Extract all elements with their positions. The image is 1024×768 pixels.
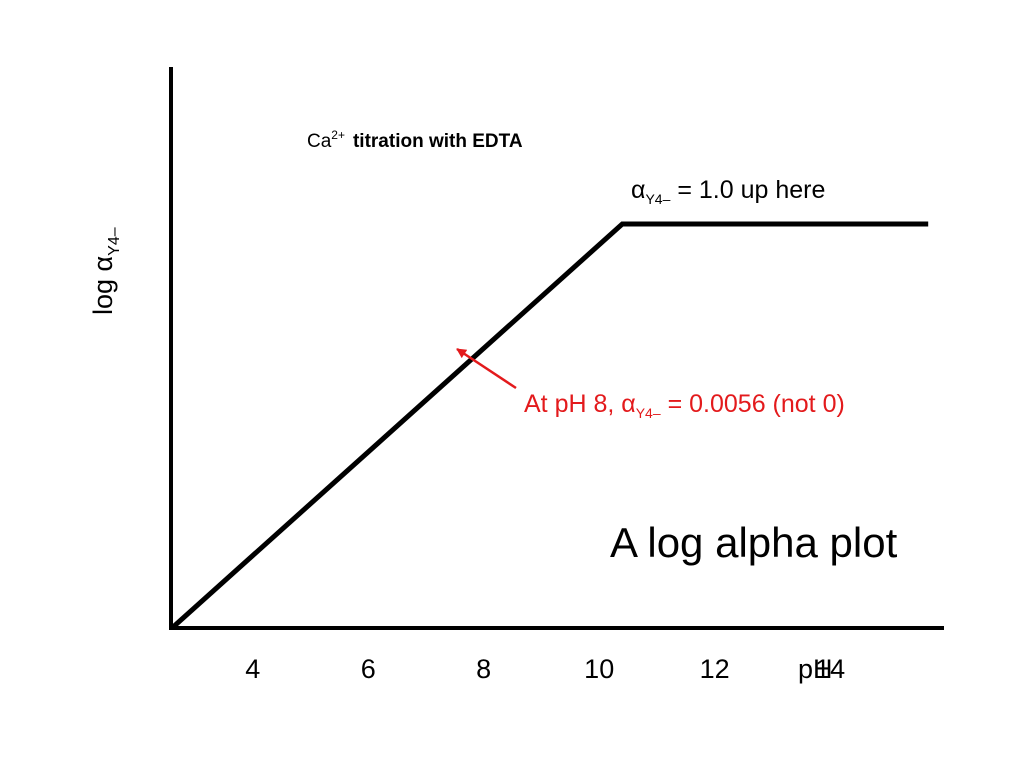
y-axis-label: log αY4– — [88, 227, 123, 315]
ph8-annotation-rest: = 0.0056 (not 0) — [661, 390, 845, 418]
ph8-annotation: At pH 8, αY4– = 0.0056 (not 0) — [524, 390, 845, 421]
chart-title: A log alpha plot — [610, 519, 898, 566]
y-axis-label-sub: Y4– — [106, 227, 123, 256]
x-tick-label-8: 8 — [476, 654, 491, 684]
subtitle-charge: 2+ — [331, 128, 345, 142]
chart-subtitle: Ca2+ titration with EDTA — [307, 128, 523, 152]
ph8-annotation-main: At pH 8, α — [524, 390, 636, 418]
x-axis-label: pH — [798, 654, 833, 684]
y-axis-label-main: log α — [88, 256, 118, 315]
x-tick-label-14: 14 — [815, 654, 845, 684]
plateau-annotation-rest: = 1.0 up here — [670, 176, 825, 204]
x-tick-labels: 4 6 8 10 12 14 — [245, 654, 845, 684]
x-tick-label-12: 12 — [700, 654, 730, 684]
plateau-annotation: αY4– = 1.0 up here — [631, 176, 825, 207]
x-tick-label-6: 6 — [361, 654, 376, 684]
subtitle-rest: titration with EDTA — [353, 131, 523, 152]
subtitle-ion: Ca — [307, 131, 332, 152]
ph8-annotation-sub: Y4– — [636, 405, 661, 421]
series-line — [170, 221, 929, 630]
annotation-arrow — [456, 347, 517, 390]
x-tick-label-10: 10 — [584, 654, 614, 684]
plateau-annotation-alpha: α — [631, 176, 645, 204]
plateau-annotation-sub: Y4– — [645, 191, 670, 207]
x-tick-label-4: 4 — [245, 654, 260, 684]
